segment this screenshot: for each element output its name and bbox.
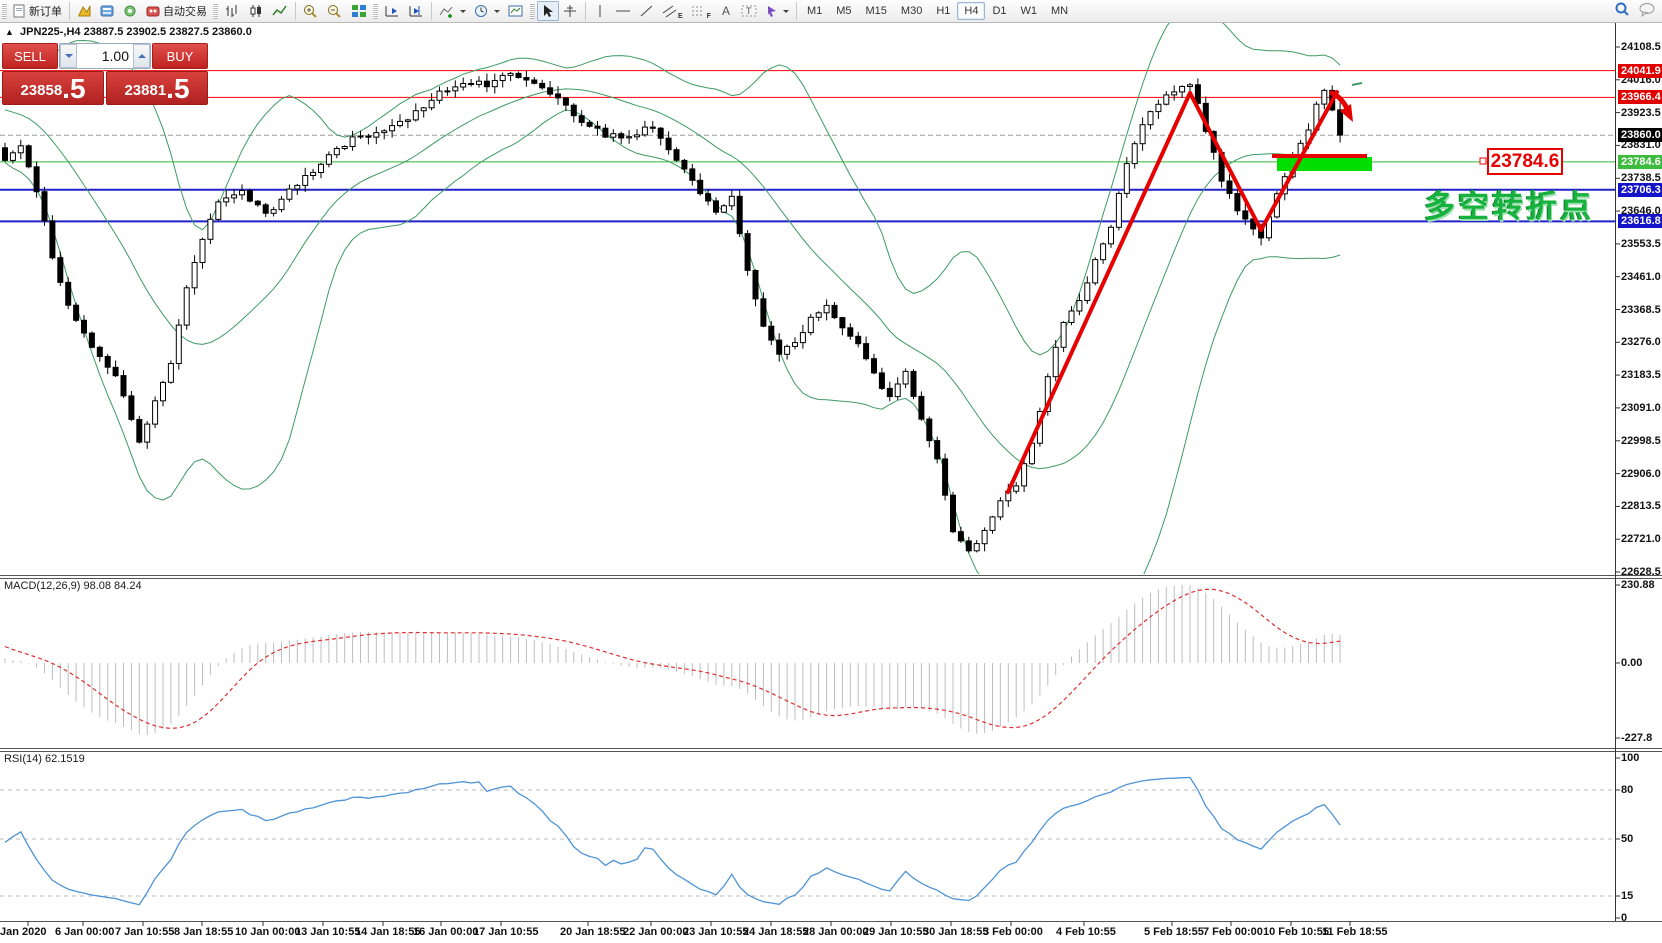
- equidistant-channel-tool[interactable]: E: [658, 1, 687, 21]
- fibonacci-tool[interactable]: F: [687, 1, 715, 21]
- tile-windows-icon[interactable]: [347, 1, 371, 21]
- timeframe-M5[interactable]: M5: [836, 5, 852, 17]
- toolbar-drag-handle[interactable]: [2, 3, 7, 19]
- new-order-button[interactable]: 新订单: [9, 1, 66, 21]
- separator: [795, 2, 797, 20]
- chinese-annotation[interactable]: 多空转折点: [1424, 189, 1594, 224]
- rsi-label: RSI(14) 62.1519: [4, 753, 85, 765]
- separator: [69, 2, 70, 20]
- chart-shift-icon[interactable]: [404, 1, 428, 21]
- arrows-tool-button[interactable]: [761, 1, 793, 21]
- text-tool[interactable]: A: [715, 1, 737, 21]
- volume-spinner: [59, 43, 151, 69]
- templates-icon[interactable]: [504, 1, 528, 21]
- trend-zigzag-line: [1259, 90, 1339, 232]
- trendline-tool[interactable]: [635, 1, 658, 21]
- green-zone-rect: [1277, 157, 1372, 171]
- cursor-tool-button[interactable]: [537, 1, 559, 21]
- axis-ticks: [27, 46, 1620, 926]
- toolbar-drag-handle[interactable]: [530, 3, 535, 19]
- trend-zigzag-line: [1188, 91, 1263, 232]
- market-watch-icon[interactable]: [96, 1, 119, 21]
- ohlc-readout: 23887.5 23902.5 23827.5 23860.0: [83, 26, 252, 38]
- autotrading-icon: [146, 4, 160, 18]
- search-icon[interactable]: [1614, 1, 1630, 20]
- candlestick-series: [2, 71, 1344, 553]
- pane-frame: [0, 23, 1662, 922]
- profiles-icon[interactable]: [73, 1, 96, 21]
- indicators-menu-button[interactable]: [435, 1, 470, 21]
- buy-price-main: 23881: [124, 82, 167, 99]
- rsi-pane-plot: [0, 776, 1615, 906]
- volume-increase-button[interactable]: [133, 44, 150, 68]
- timeframe-M30[interactable]: M30: [900, 5, 923, 17]
- sell-price-display[interactable]: 23858 .5: [2, 71, 104, 105]
- collapse-icon[interactable]: ▲: [5, 27, 14, 37]
- callout-anchor-square: [1479, 157, 1487, 165]
- red-zone-bar: [1272, 154, 1367, 158]
- macd-label: MACD(12,26,9) 98.08 84.24: [4, 580, 142, 592]
- autotrading-label: 自动交易: [163, 6, 207, 18]
- autotrading-button[interactable]: 自动交易: [142, 1, 211, 21]
- chat-icon[interactable]: [1638, 2, 1656, 20]
- timeframe-H4[interactable]: H4: [957, 2, 986, 20]
- volume-input[interactable]: [77, 44, 133, 68]
- timeframe-MN[interactable]: MN: [1051, 5, 1069, 17]
- separator: [431, 2, 432, 20]
- timeframe-M15[interactable]: M15: [865, 5, 887, 17]
- volume-decrease-button[interactable]: [60, 44, 77, 68]
- vertical-line-tool[interactable]: [589, 1, 611, 21]
- one-click-trading-panel: SELL BUY 23858 .5 23881 .5: [2, 43, 208, 105]
- timeframe-D1[interactable]: D1: [992, 5, 1007, 17]
- new-order-label: 新订单: [29, 6, 62, 18]
- timeframe-H1[interactable]: H1: [936, 5, 951, 17]
- buy-price-pips: .5: [166, 73, 190, 104]
- navigator-icon[interactable]: [119, 1, 142, 21]
- toolbar-drag-handle[interactable]: [373, 3, 378, 19]
- fibo-sub-glyph: F: [706, 13, 711, 20]
- svg-text:T: T: [746, 6, 752, 16]
- symbol-timeframe: JPN225-,H4: [19, 26, 81, 38]
- trend-zigzag-line: [1006, 91, 1192, 494]
- chart-drawings[interactable]: [1006, 82, 1487, 494]
- candlestick-mode-icon[interactable]: [244, 1, 268, 21]
- line-chart-mode-icon[interactable]: [268, 1, 292, 21]
- channel-sub-glyph: E: [678, 13, 683, 20]
- sell-price-main: 23858: [20, 82, 63, 99]
- sell-button[interactable]: SELL: [2, 43, 58, 69]
- buy-price-display[interactable]: 23881 .5: [106, 71, 208, 105]
- price-callout-box[interactable]: 23784.6: [1487, 148, 1563, 175]
- separator: [295, 2, 296, 20]
- separator: [585, 2, 586, 20]
- crosshair-tool-button[interactable]: [559, 1, 582, 21]
- chart-window-title: ▲ JPN225-,H4 23887.5 23902.5 23827.5 238…: [5, 26, 252, 38]
- bollinger-bands[interactable]: [4, 4, 1341, 631]
- sell-price-pips: .5: [62, 73, 86, 104]
- zoom-in-icon[interactable]: [299, 1, 323, 21]
- timeframe-M1[interactable]: M1: [806, 5, 823, 17]
- timeframe-group: M1 M5 M15 M30 H1 H4 D1 W1 MN: [800, 2, 1075, 20]
- text-label-tool[interactable]: T: [737, 1, 761, 21]
- text-tool-glyph: A: [721, 4, 730, 18]
- new-order-icon: [13, 4, 26, 18]
- buy-button[interactable]: BUY: [152, 43, 208, 69]
- toolbar: 新订单 自动交易 E F A T: [0, 0, 1662, 23]
- periods-menu-button[interactable]: [470, 1, 504, 21]
- horizontal-line-tool[interactable]: [611, 1, 635, 21]
- macd-pane-plot: [4, 585, 1341, 735]
- bar-chart-mode-icon[interactable]: [220, 1, 244, 21]
- autoscroll-icon[interactable]: [380, 1, 404, 21]
- toolbar-drag-handle[interactable]: [213, 3, 218, 19]
- timeframe-W1[interactable]: W1: [1020, 5, 1038, 17]
- zoom-out-icon[interactable]: [323, 1, 347, 21]
